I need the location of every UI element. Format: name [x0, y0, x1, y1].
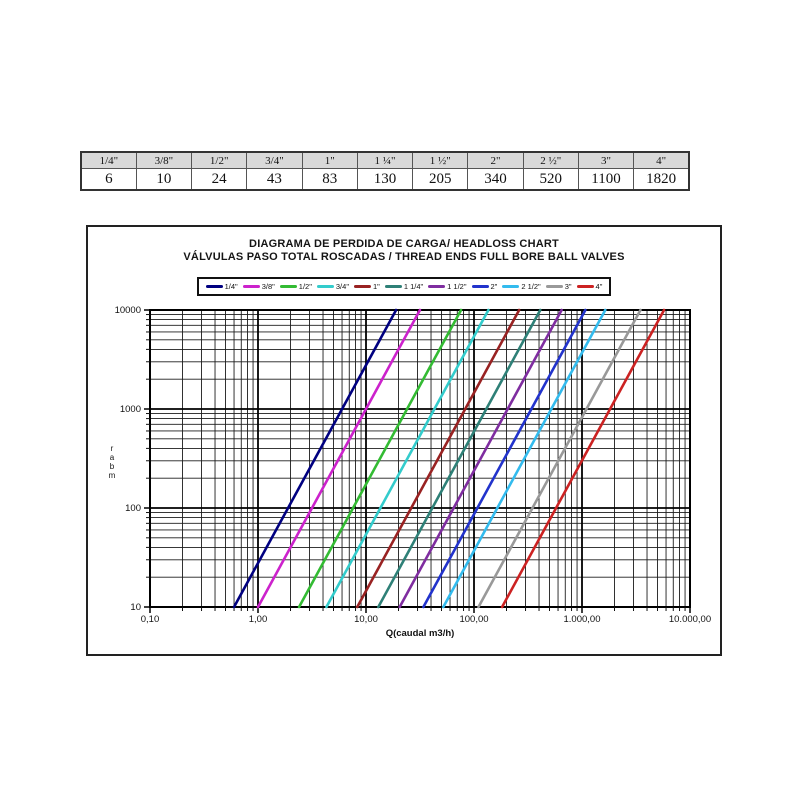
legend-line-swatch — [545, 285, 563, 288]
kv-size-header: 3" — [577, 151, 635, 169]
series-line — [477, 308, 642, 609]
series-line — [297, 308, 463, 609]
x-tick-label: 1.000,00 — [564, 614, 601, 625]
chart-title: DIAGRAMA DE PERDIDA DE CARGA/ HEADLOSS C… — [249, 238, 559, 250]
y-tick-label: 10 — [130, 602, 141, 613]
kv-size-header: 3/4" — [246, 151, 303, 169]
y-axis-title-letter: a — [110, 453, 115, 462]
grid-major — [149, 309, 691, 608]
series-lines — [232, 308, 666, 609]
grid-minor — [150, 310, 690, 607]
legend-label: 1/4" — [224, 282, 238, 291]
legend-label: 4" — [595, 282, 603, 291]
kv-size-header: 1/2" — [191, 151, 248, 169]
series-line — [422, 308, 587, 609]
kv-size-header: 1" — [301, 151, 358, 169]
y-axis-title-letter: r — [111, 444, 114, 453]
kv-table-header-row: 1/4" 3/8" 1/2" 3/4" 1" 1 ¼" 1 ½" 2" 2 ½" 3" 4" — [80, 151, 690, 169]
legend-line-swatch — [576, 285, 594, 288]
plot-area: 0,10 1,00 10,00 100,00 1.000,00 10.000,00 10 10… — [109, 305, 711, 639]
series-line — [325, 308, 490, 609]
series-line — [232, 308, 398, 609]
kv-size-header: 2" — [467, 151, 524, 169]
legend-label: 3/8" — [261, 282, 275, 291]
kv-size-header: 3/8" — [135, 151, 193, 169]
legend-item: 2 1/2" — [502, 282, 541, 291]
chart-legend: 1/4" 3/8" 1/2" 3/4" 1" 1 1/4" 1 1/2" 2" 2 1/2" 3"… — [196, 277, 612, 296]
legend-item: 2" — [471, 282, 498, 291]
x-tick-label: 1,00 — [249, 614, 268, 625]
y-tick-label: 100 — [125, 503, 141, 514]
kv-size-header: 4" — [633, 151, 690, 169]
x-tick-label: 10.000,00 — [669, 614, 711, 625]
kv-value-cell: 520 — [522, 168, 579, 191]
kv-value-cell: 10 — [135, 168, 193, 191]
legend-item: 3" — [545, 282, 572, 291]
x-tick-label: 100,00 — [459, 614, 488, 625]
legend-item: 4" — [576, 282, 603, 291]
legend-line-swatch — [502, 285, 520, 288]
legend-line-swatch — [384, 285, 402, 288]
legend-item: 1 1/2" — [428, 282, 467, 291]
legend-label: 1 1/4" — [403, 282, 424, 291]
kv-value-cell: 340 — [467, 168, 524, 191]
kv-value-cell: 130 — [356, 168, 414, 191]
kv-table: 1/4" 3/8" 1/2" 3/4" 1" 1 ¼" 1 ½" 2" 2 ½" 3" 4" 6 10… — [80, 151, 690, 191]
kv-value-cell: 205 — [412, 168, 469, 191]
x-tick-label: 10,00 — [354, 614, 378, 625]
legend-line-swatch — [471, 285, 489, 288]
chart-subtitle: VÁLVULAS PASO TOTAL ROSCADAS / THREAD EN… — [183, 251, 625, 263]
legend-label: 3/4" — [335, 282, 349, 291]
series-line — [398, 308, 563, 609]
x-tick-label: 0,10 — [141, 614, 160, 625]
kv-value-cell: 83 — [301, 168, 358, 191]
kv-size-header: 2 ½" — [522, 151, 579, 169]
legend-label: 2" — [490, 282, 498, 291]
kv-table-value-row: 6 10 24 43 83 130 205 340 520 1100 1820 — [80, 168, 690, 191]
legend-line-swatch — [242, 285, 260, 288]
series-line — [256, 308, 422, 609]
kv-value-cell: 1100 — [577, 168, 635, 191]
kv-size-header: 1 ¼" — [356, 151, 414, 169]
legend-item: 1 1/4" — [384, 282, 424, 291]
y-axis-title-letter: b — [110, 462, 115, 471]
y-axis-title-letter: m — [109, 471, 116, 480]
legend-label: 1 1/2" — [447, 282, 467, 291]
legend-item: 1" — [353, 282, 380, 291]
legend-line-swatch — [205, 285, 223, 288]
legend-line-swatch — [428, 285, 446, 288]
legend-line-swatch — [353, 285, 371, 288]
chart-container: DIAGRAMA DE PERDIDA DE CARGA/ HEADLOSS C… — [86, 225, 722, 656]
series-line — [355, 308, 521, 609]
kv-value-cell: 43 — [246, 168, 303, 191]
legend-label: 1/2" — [298, 282, 312, 291]
x-axis-title: Q(caudal m3/h) — [386, 628, 455, 639]
legend-item: 3/8" — [242, 282, 275, 291]
kv-size-header: 1 ½" — [412, 151, 469, 169]
plot-frame — [149, 309, 691, 608]
axis-labels: 0,10 1,00 10,00 100,00 1.000,00 10.000,00 10 10… — [109, 305, 711, 639]
kv-value-cell: 6 — [80, 168, 137, 191]
legend-item: 1/2" — [279, 282, 312, 291]
y-tick-label: 10000 — [115, 305, 141, 316]
kv-value-cell: 24 — [191, 168, 248, 191]
series-line — [500, 308, 666, 609]
kv-size-header: 1/4" — [80, 151, 137, 169]
legend-label: 3" — [564, 282, 572, 291]
y-tick-label: 1000 — [120, 404, 141, 415]
legend-line-swatch — [316, 285, 334, 288]
series-line — [442, 308, 607, 609]
chart-legend-row: 1/4" 3/8" 1/2" 3/4" 1" 1 1/4" 1 1/2" 2" 2 1/2" 3"… — [88, 277, 720, 296]
legend-label: 1" — [372, 282, 380, 291]
axis-ticks — [144, 309, 691, 613]
kv-value-cell: 1820 — [633, 168, 690, 191]
legend-item: 3/4" — [316, 282, 349, 291]
legend-label: 2 1/2" — [521, 282, 541, 291]
legend-line-swatch — [279, 285, 297, 288]
legend-item: 1/4" — [205, 282, 238, 291]
series-line — [377, 308, 542, 609]
